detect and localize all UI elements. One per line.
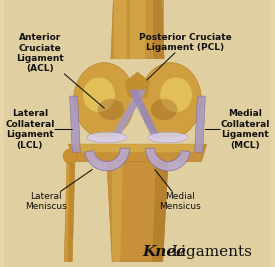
Polygon shape xyxy=(152,162,168,262)
Polygon shape xyxy=(68,144,207,162)
Text: Ligaments: Ligaments xyxy=(172,245,252,259)
Polygon shape xyxy=(107,162,168,262)
Ellipse shape xyxy=(140,63,201,138)
Text: Lateral
Meniscus: Lateral Meniscus xyxy=(25,170,92,211)
Text: Medial
Mensicus: Medial Mensicus xyxy=(155,170,201,211)
Polygon shape xyxy=(112,162,123,262)
Polygon shape xyxy=(195,96,205,152)
Wedge shape xyxy=(85,148,130,171)
Polygon shape xyxy=(153,0,164,59)
Wedge shape xyxy=(145,148,190,171)
Ellipse shape xyxy=(160,77,192,112)
Polygon shape xyxy=(125,72,150,100)
Ellipse shape xyxy=(83,77,115,112)
Text: Medial
Collateral
Ligament
(MCL): Medial Collateral Ligament (MCL) xyxy=(205,109,270,150)
Ellipse shape xyxy=(148,132,188,143)
Ellipse shape xyxy=(63,149,78,163)
Ellipse shape xyxy=(151,99,177,120)
Polygon shape xyxy=(114,0,127,59)
Text: Lateral
Collateral
Ligament
(LCL): Lateral Collateral Ligament (LCL) xyxy=(5,109,72,150)
Ellipse shape xyxy=(87,132,127,143)
Text: Anterior
Cruciate
Ligament
(ACL): Anterior Cruciate Ligament (ACL) xyxy=(16,33,104,108)
Text: Knee: Knee xyxy=(142,245,186,259)
Polygon shape xyxy=(70,96,80,152)
Polygon shape xyxy=(111,0,164,59)
Ellipse shape xyxy=(74,63,135,138)
Polygon shape xyxy=(76,144,199,152)
Polygon shape xyxy=(65,160,70,262)
Polygon shape xyxy=(4,0,271,267)
Text: Posterior Cruciate
Ligament (PCL): Posterior Cruciate Ligament (PCL) xyxy=(139,33,232,80)
Ellipse shape xyxy=(98,99,124,120)
Polygon shape xyxy=(130,0,145,59)
Polygon shape xyxy=(64,160,75,262)
